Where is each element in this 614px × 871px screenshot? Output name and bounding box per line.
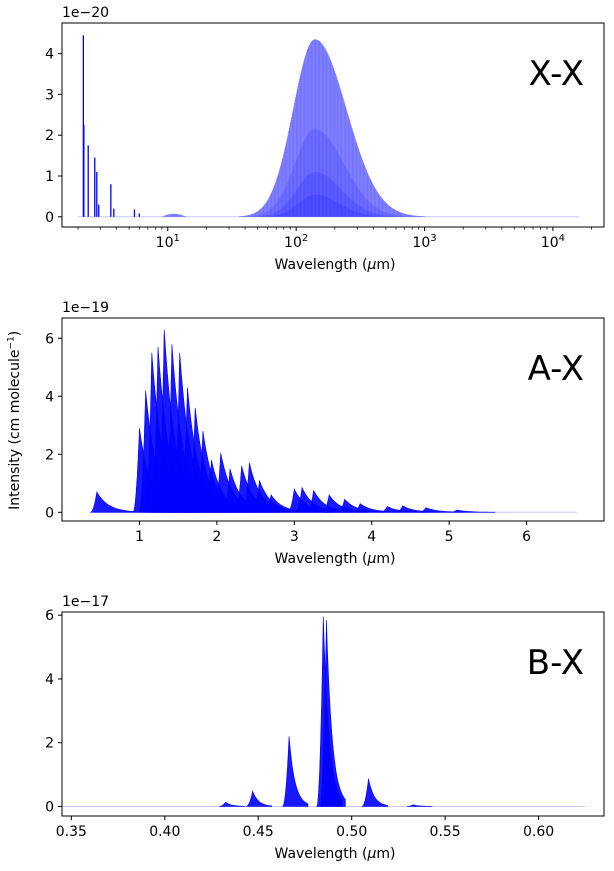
envelope-inner-3 [232,194,502,217]
x-tick-label: 2 [212,529,221,545]
panel-bx: 0 2 4 6 0.35 0.40 0.45 0.50 0.55 0.60 Wavelength (… [45,594,605,862]
envelope-inner-1 [232,129,502,217]
band-6 [406,804,433,807]
x-axis-label: Wavelength (μm) [275,551,396,567]
band-27 [450,509,496,513]
y-tick-label: 4 [45,389,54,405]
y-tick-label: 3 [45,87,54,103]
axes-frame [61,22,605,228]
y-tick-label: 2 [45,447,54,463]
panel-label: B-X [527,643,584,683]
band-2 [282,736,309,807]
y-tick-label: 2 [45,736,54,752]
panel-label: X-X [529,54,584,94]
x-tick-label: 101 [156,233,180,251]
y-tick-label: 2 [45,128,54,144]
y-tick-label: 4 [45,47,54,63]
y-tick-label: 0 [45,505,54,521]
band-4 [319,619,346,807]
band-1 [246,789,272,807]
panel-ax: 0 2 4 6 1 2 3 4 5 6 Wavelength (μm) 1e−19 A-X [45,300,605,567]
axes-frame [61,317,605,522]
y-offset-multiplier: 1e−17 [62,594,109,610]
band-bump [161,213,187,217]
panel-xx: 0 1 2 3 4 101 102 103 104 Wavelength (μm) 1e−20 X-X [45,5,605,273]
x-tick-label: 103 [412,233,436,251]
x-tick-label: 0.50 [336,824,367,840]
x-axis-label: Wavelength (μm) [275,257,396,273]
x-tick-label: 0.60 [523,824,554,840]
y-axis-label-sup: −1 [6,335,17,350]
plot-area [57,616,586,807]
x-tick-label: 0.45 [243,824,274,840]
x-tick-label: 6 [522,529,531,545]
band-5 [362,778,388,807]
x-tick-label: 0.40 [149,824,180,840]
panel-label: A-X [528,349,584,389]
envelope-inner-2 [232,171,502,217]
x-tick-label: 0.35 [56,824,87,840]
x-tick-label: 0.55 [430,824,461,840]
band-0 [90,491,136,513]
y-offset-multiplier: 1e−19 [62,300,109,316]
y-tick-label: 1 [45,169,54,185]
y-tick-label: 0 [45,210,54,226]
y-tick-label: 6 [45,331,54,347]
y-tick-label: 4 [45,672,54,688]
y-axis-label-close: ) [7,330,24,336]
plot-area [78,35,580,218]
x-tick-label: 4 [367,529,376,545]
axes-frame [61,611,605,817]
y-offset-multiplier: 1e−20 [62,5,109,21]
x-tick-label: 1 [135,529,144,545]
y-tick-label: 6 [45,608,54,624]
plot-area [90,329,577,513]
y-axis-label: Intensity (cm molecule−1) [2,260,28,580]
x-axis-label: Wavelength (μm) [275,846,396,862]
x-tick-label: 104 [541,233,565,251]
band-0 [219,801,245,807]
x-tick-label: 3 [290,529,299,545]
x-tick-label: 5 [445,529,454,545]
y-tick-label: 0 [45,799,54,815]
y-axis-label-text: Intensity (cm molecule [7,349,24,510]
x-tick-label: 102 [284,233,308,251]
